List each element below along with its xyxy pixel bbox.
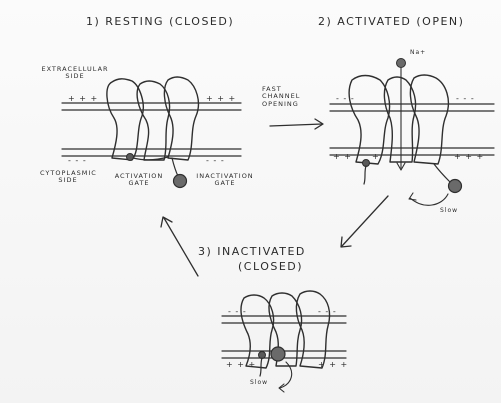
extracellular-side-label: EXTRACELLULAR SIDE: [41, 65, 109, 81]
activated-slow-label: Slow: [440, 207, 459, 214]
resting-charge-outer-right: + + +: [206, 94, 237, 103]
fast-opening-line-1: FAST: [262, 85, 282, 93]
activated-charge-outer-left: - - -: [336, 94, 355, 103]
title-activated: 2) ACTIVATED (OPEN): [318, 15, 465, 28]
resting-subunit-right: [163, 76, 200, 161]
title-inactivated-closed: (CLOSED): [238, 260, 304, 273]
sodium-ion: [396, 58, 406, 68]
inactivated-inactivation-ball: [270, 346, 286, 362]
activated-subunit-right: [409, 74, 450, 165]
activated-channel: [329, 58, 495, 206]
inactivated-subunit-middle: [268, 292, 303, 367]
activated-charge-inner-right: + + +: [454, 152, 485, 161]
inactivated-charge-inner-right: + + +: [318, 360, 349, 369]
resting-charge-outer-left: + + +: [68, 94, 99, 103]
inactivated-to-resting-arrow: [163, 217, 199, 277]
resting-ball-chain: [171, 157, 179, 177]
title-inactivated: 3) INACTIVATED: [198, 245, 306, 258]
fast-opening-arrow: [269, 123, 323, 127]
resting-subunit-left: [106, 78, 144, 161]
inactivated-slow-arrowhead: [278, 383, 285, 393]
inactivated-to-resting-arrowhead: [160, 216, 173, 228]
inactivation-gate-label: INACTIVATION GATE: [196, 172, 254, 188]
title-resting: 1) RESTING (CLOSED): [86, 15, 235, 28]
inactivated-charge-outer-right: - - -: [318, 307, 337, 316]
resting-charge-inner-right: - - -: [206, 156, 225, 165]
activated-subunit-middle: [383, 76, 417, 163]
inactivated-channel: [221, 290, 347, 393]
resting-charge-inner-left: - - -: [68, 156, 87, 165]
fast-opening-arrowhead: [314, 118, 324, 130]
inactivated-charge-outer-left: - - -: [228, 307, 247, 316]
resting-subunit-middle: [136, 80, 171, 161]
activation-gate-label: ACTIVATION GATE: [114, 172, 164, 188]
resting-channel: [61, 76, 242, 189]
fast-opening-label: FAST CHANNEL OPENING: [262, 85, 322, 108]
inactivated-slow-label: Slow: [250, 379, 269, 386]
sodium-label: Na+: [410, 49, 427, 56]
fast-opening-line-2: CHANNEL: [262, 92, 301, 101]
activated-charge-inner-mid: +: [372, 152, 380, 161]
activated-inactivation-ball: [447, 178, 463, 194]
resting-activation-gate: [126, 153, 134, 161]
inactivated-subunit-right: [295, 290, 331, 369]
activated-slow-arrow: [409, 193, 449, 206]
inactivated-subunit-left: [240, 294, 275, 369]
inactivated-gate-tether: [259, 357, 263, 377]
activated-charge-inner-left: + +: [333, 152, 352, 161]
resting-inactivation-ball: [172, 173, 188, 189]
activated-slow-arrowhead: [408, 192, 417, 201]
activated-charge-outer-right: - - -: [456, 94, 475, 103]
transition-arrows: [160, 118, 389, 277]
cytoplasmic-side-label: CYTOPLASMIC SIDE: [40, 169, 97, 185]
sodium-pathway-arrowhead: [396, 162, 406, 171]
inactivated-slow-arrow: [279, 361, 293, 389]
activated-gate-tether: [363, 165, 367, 185]
activated-to-inactivated-arrow: [341, 195, 389, 247]
fast-opening-line-3: OPENING: [262, 99, 299, 108]
resting-gate-tether: [132, 156, 169, 161]
activated-ball-chain: [433, 163, 451, 183]
activated-to-inactivated-arrowhead: [340, 236, 352, 248]
inactivated-charge-inner-left: + + +: [226, 360, 257, 369]
activated-subunit-left: [348, 74, 391, 165]
